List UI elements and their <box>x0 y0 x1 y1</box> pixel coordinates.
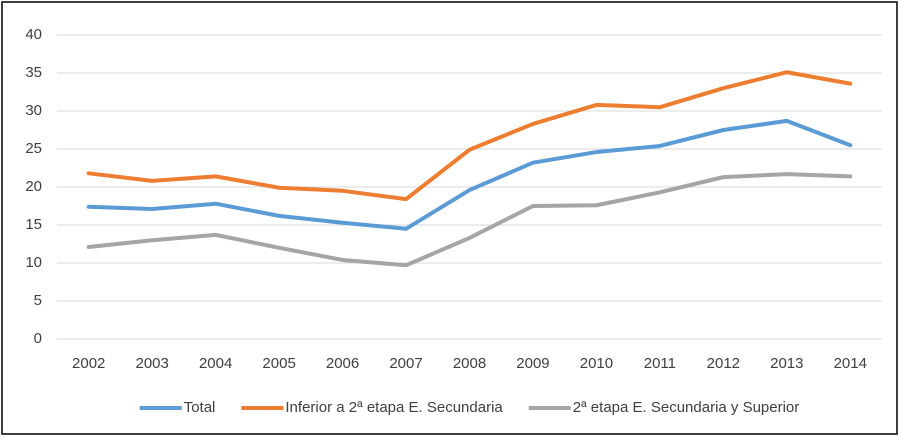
y-tick-label: 35 <box>25 64 42 81</box>
y-tick-label: 25 <box>25 140 42 157</box>
x-tick-label: 2012 <box>707 355 740 372</box>
y-tick-label: 20 <box>25 178 42 195</box>
x-tick-label: 2011 <box>644 355 676 372</box>
line-series <box>86 70 853 202</box>
x-tick-label: 2010 <box>580 355 613 372</box>
legend-label: Inferior a 2ª etapa E. Secundaria <box>285 399 503 416</box>
x-tick-label: 2006 <box>326 355 359 372</box>
x-tick-label: 2002 <box>72 355 105 372</box>
line-series <box>86 118 853 231</box>
y-tick-label: 5 <box>34 292 42 309</box>
x-tick-label: 2003 <box>136 355 169 372</box>
x-tick-label: 2014 <box>834 355 867 372</box>
y-tick-label: 15 <box>25 216 42 233</box>
line-series <box>86 172 853 268</box>
y-tick-label: 30 <box>25 102 42 119</box>
x-tick-label: 2013 <box>770 355 803 372</box>
y-tick-label: 0 <box>34 330 42 347</box>
x-tick-label: 2004 <box>199 355 232 372</box>
y-tick-label: 10 <box>25 254 42 271</box>
y-tick-label: 40 <box>25 26 42 43</box>
legend-label: Total <box>184 399 216 416</box>
x-tick-label: 2009 <box>516 355 549 372</box>
x-tick-label: 2007 <box>389 355 422 372</box>
x-tick-label: 2005 <box>262 355 295 372</box>
legend-label: 2ª etapa E. Secundaria y Superior <box>573 399 800 416</box>
x-tick-label: 2008 <box>453 355 486 372</box>
